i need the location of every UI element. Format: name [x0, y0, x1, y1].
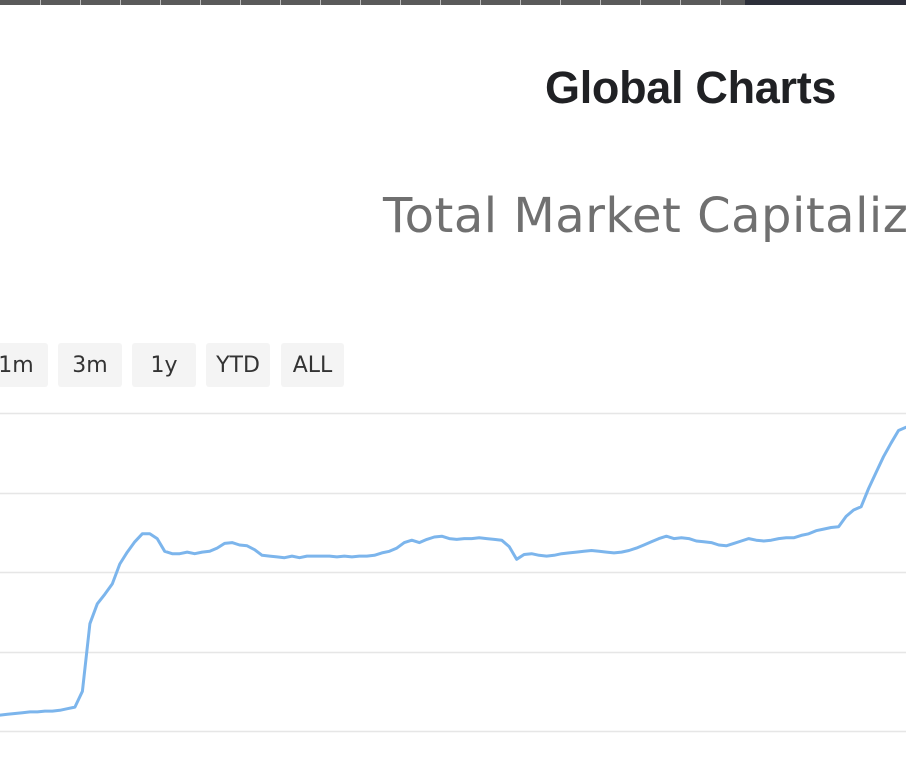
- range-button-3m[interactable]: 3m: [58, 343, 122, 387]
- page-title: Global Charts: [545, 62, 837, 113]
- chart-series: [0, 425, 906, 717]
- series-line-0[interactable]: [0, 425, 906, 717]
- chart-title: Total Market Capitaliz: [383, 188, 906, 244]
- range-button-ytd[interactable]: YTD: [206, 343, 270, 387]
- range-button-1y[interactable]: 1y: [132, 343, 196, 387]
- range-button-all[interactable]: ALL: [281, 343, 344, 387]
- browser-top-strip: [0, 0, 906, 6]
- chart-grid: [0, 412, 906, 733]
- range-button-1m[interactable]: 1m: [0, 343, 48, 387]
